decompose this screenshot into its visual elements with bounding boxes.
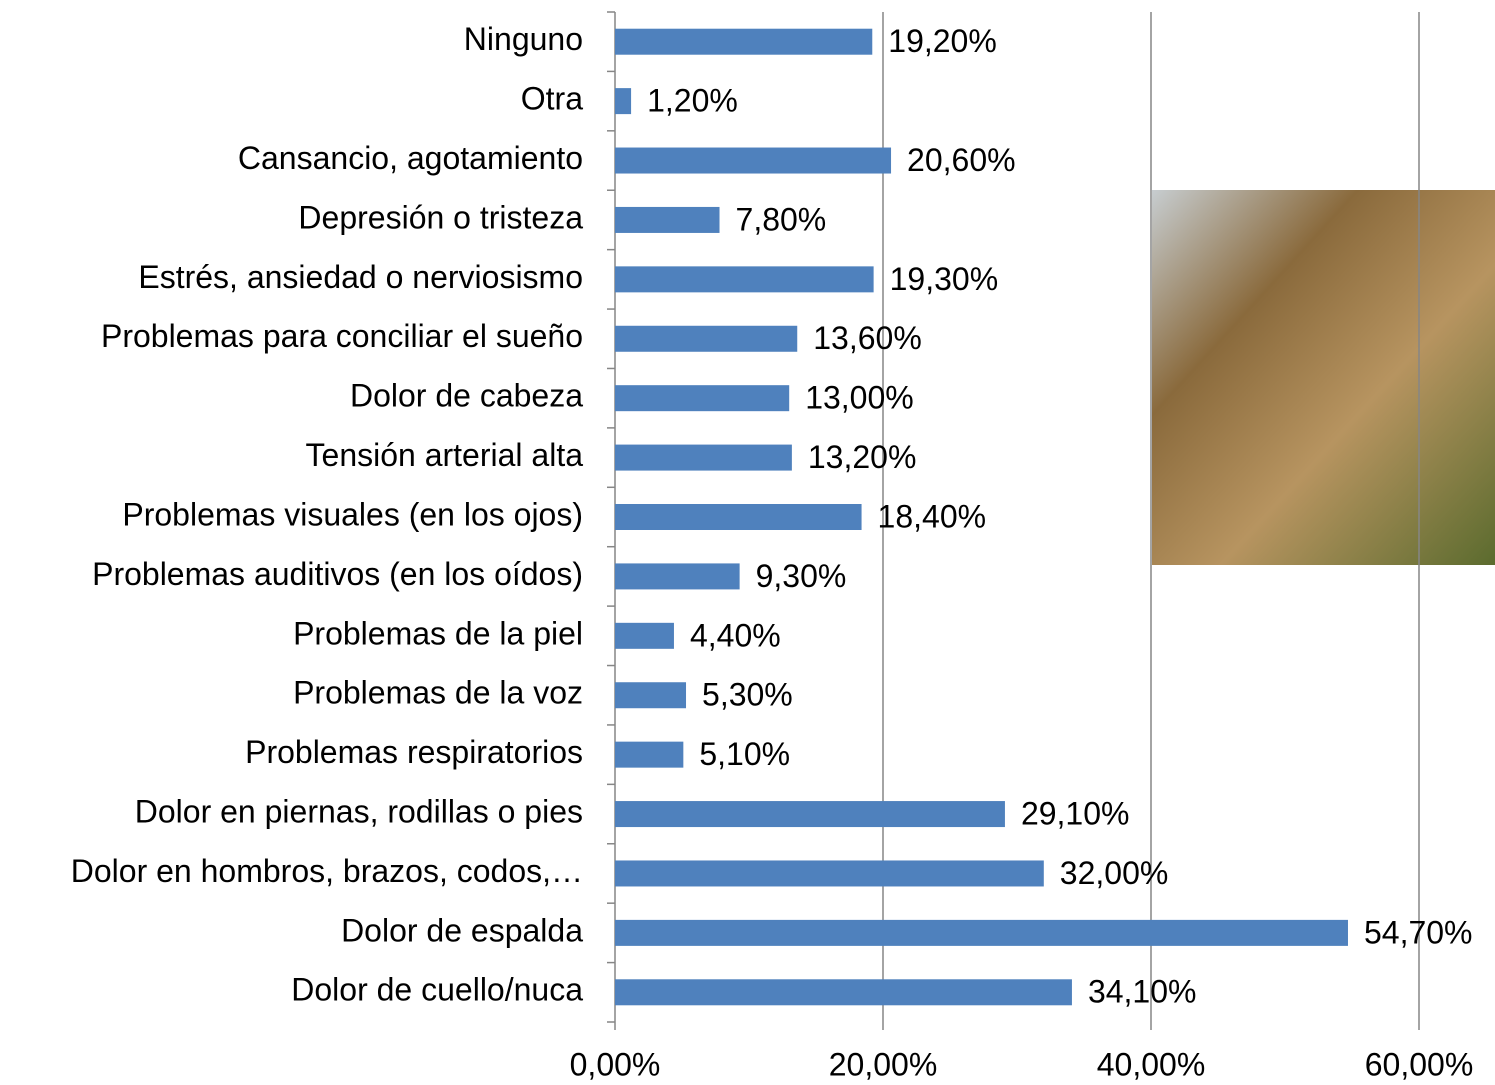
y-tick-label: Problemas de la voz: [293, 675, 583, 711]
y-tick-label: Ninguno: [464, 21, 583, 57]
value-label: 5,10%: [699, 736, 790, 772]
bar: [615, 147, 892, 174]
y-tick-label: Dolor de espalda: [341, 912, 583, 948]
bar: [615, 385, 790, 412]
bar: [615, 919, 1348, 946]
y-tick-label: Problemas visuales (en los ojos): [122, 496, 583, 532]
value-label: 19,20%: [888, 23, 997, 59]
value-label: 4,40%: [690, 617, 781, 653]
bar: [615, 682, 687, 709]
bar: [615, 325, 798, 352]
value-label: 34,10%: [1088, 974, 1197, 1010]
y-tick-label: Problemas respiratorios: [245, 734, 583, 770]
value-label: 18,40%: [878, 498, 987, 534]
value-label: 5,30%: [702, 677, 793, 713]
value-label: 1,20%: [647, 83, 738, 119]
y-tick-label: Problemas auditivos (en los oídos): [92, 556, 583, 592]
y-tick-label: Estrés, ansiedad o nerviosismo: [138, 259, 583, 295]
y-tick-label: Dolor de cuello/nuca: [291, 972, 583, 1008]
value-label: 13,00%: [805, 380, 914, 416]
value-label: 9,30%: [756, 558, 847, 594]
y-tick-label: Otra: [521, 81, 583, 117]
value-label: 32,00%: [1060, 855, 1169, 891]
x-tick-label: 60,00%: [1365, 1046, 1474, 1082]
bar: [615, 504, 862, 530]
value-label: 54,70%: [1364, 914, 1473, 950]
bar: [615, 741, 684, 768]
bar: [615, 563, 740, 590]
y-tick-label: Dolor de cabeza: [350, 378, 583, 414]
y-tick-label: Problemas de la piel: [293, 615, 583, 651]
y-tick-label: Tensión arterial alta: [306, 437, 584, 473]
bar: [615, 444, 792, 471]
value-label: 29,10%: [1021, 796, 1130, 832]
value-label: 13,20%: [808, 439, 917, 475]
bar: [615, 206, 720, 233]
y-tick-label: Depresión o tristeza: [298, 199, 583, 235]
bar: [615, 88, 632, 115]
bar: [615, 979, 1072, 1006]
bar: [615, 622, 674, 649]
y-tick-label: Problemas para conciliar el sueño: [101, 318, 583, 354]
bar: [615, 28, 873, 55]
x-tick-label: 20,00%: [829, 1046, 938, 1082]
bar: [615, 801, 1005, 828]
x-tick-label: 0,00%: [570, 1046, 661, 1082]
value-label: 13,60%: [813, 320, 922, 356]
y-tick-label: Dolor en hombros, brazos, codos,…: [71, 853, 583, 889]
bar: [615, 266, 874, 293]
bar: [615, 860, 1044, 887]
value-label: 19,30%: [890, 261, 999, 297]
y-tick-label: Cansancio, agotamiento: [238, 140, 583, 176]
photo: [1152, 190, 1495, 565]
x-tick-label: 40,00%: [1097, 1046, 1206, 1082]
value-label: 7,80%: [736, 201, 827, 237]
y-tick-label: Dolor en piernas, rodillas o pies: [135, 794, 583, 830]
value-label: 20,60%: [907, 142, 1016, 178]
